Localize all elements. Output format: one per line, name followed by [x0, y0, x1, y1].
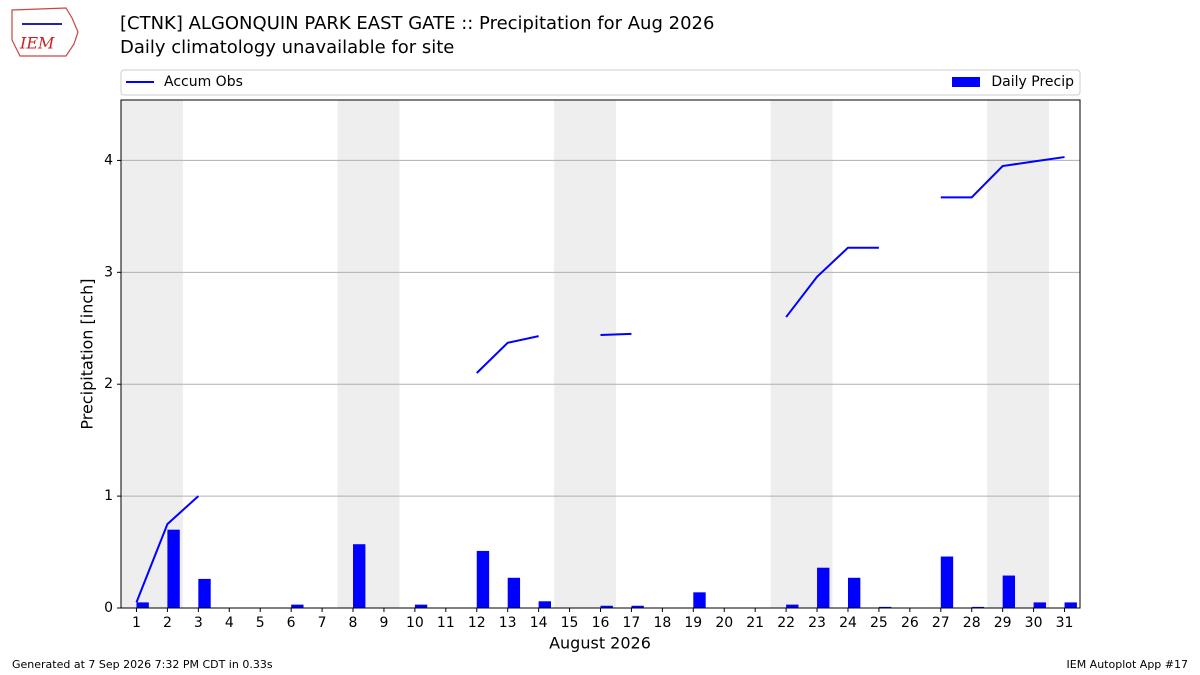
bar — [878, 606, 892, 608]
weekend-shade — [770, 100, 833, 608]
bar — [971, 606, 985, 608]
bar — [136, 602, 149, 608]
y-tick-label: 3 — [104, 264, 113, 280]
bar — [507, 577, 521, 608]
x-tick-label: 31 — [1056, 615, 1074, 631]
bar — [198, 578, 211, 608]
x-tick-label: 30 — [1025, 615, 1043, 631]
x-tick-label: 4 — [225, 615, 234, 631]
bar — [817, 567, 830, 608]
bar — [786, 604, 799, 608]
weekend-shade — [554, 100, 616, 608]
x-tick-label: 10 — [406, 615, 424, 631]
y-tick-label: 0 — [104, 600, 113, 616]
x-tick-label: 3 — [194, 615, 203, 631]
y-tick-label: 4 — [104, 152, 113, 168]
bar — [600, 605, 613, 608]
legend-label: Accum Obs — [164, 74, 243, 90]
y-tick-label: 2 — [104, 376, 113, 392]
accum-line — [135, 156, 1065, 603]
x-tick-label: 8 — [349, 615, 358, 631]
bar — [291, 604, 304, 608]
legend-label: Daily Precip — [991, 74, 1074, 90]
logo-outline — [11, 7, 79, 57]
bar — [476, 550, 490, 608]
legend-swatch — [952, 77, 980, 87]
x-tick-label: 18 — [653, 615, 671, 631]
chart-title: [CTNK] ALGONQUIN PARK EAST GATE :: Preci… — [120, 13, 714, 34]
bar — [1002, 575, 1016, 608]
x-tick-label: 27 — [932, 615, 950, 631]
x-tick-label: 21 — [746, 615, 764, 631]
bar — [414, 604, 428, 608]
x-tick-label: 1 — [132, 615, 141, 631]
logo-text: IEM — [19, 34, 55, 53]
x-tick-label: 9 — [379, 615, 388, 631]
x-tick-label: 15 — [561, 615, 579, 631]
bar — [167, 529, 180, 608]
y-tick-label: 1 — [104, 488, 113, 504]
x-tick-label: 11 — [437, 615, 455, 631]
plot-frame — [120, 99, 1081, 609]
logo: IEM — [11, 7, 79, 57]
x-tick-label: 6 — [287, 615, 296, 631]
x-tick-label: 17 — [623, 615, 641, 631]
chart-subtitle: Daily climatology unavailable for site — [120, 37, 454, 58]
bar — [353, 544, 366, 608]
weekend-shade — [121, 100, 183, 608]
x-tick-label: 16 — [592, 615, 610, 631]
x-tick-label: 20 — [715, 615, 733, 631]
bar — [940, 556, 954, 608]
weekend-shade — [987, 100, 1050, 608]
footer-left: Generated at 7 Sep 2026 7:32 PM CDT in 0… — [12, 658, 273, 671]
legend-box — [120, 69, 1081, 96]
bar — [693, 592, 706, 608]
x-axis-label: August 2026 — [549, 634, 651, 653]
x-tick-label: 23 — [808, 615, 826, 631]
bar — [847, 577, 861, 608]
y-axis-label: Precipitation [inch] — [78, 278, 97, 429]
bar — [631, 605, 644, 608]
x-tick-label: 24 — [839, 615, 857, 631]
bar — [1064, 602, 1077, 608]
x-tick-label: 2 — [163, 615, 172, 631]
x-tick-label: 14 — [530, 615, 548, 631]
x-tick-label: 13 — [499, 615, 517, 631]
x-tick-label: 22 — [777, 615, 795, 631]
x-tick-label: 25 — [870, 615, 888, 631]
bar — [1033, 602, 1046, 608]
x-tick-label: 26 — [901, 615, 919, 631]
x-tick-label: 5 — [256, 615, 265, 631]
x-tick-label: 7 — [318, 615, 327, 631]
x-tick-label: 29 — [994, 615, 1012, 631]
footer-right: IEM Autoplot App #17 — [1067, 658, 1189, 671]
bar — [538, 601, 552, 608]
x-tick-label: 12 — [468, 615, 486, 631]
x-tick-label: 19 — [684, 615, 702, 631]
x-tick-label: 28 — [963, 615, 981, 631]
weekend-shade — [337, 100, 400, 608]
